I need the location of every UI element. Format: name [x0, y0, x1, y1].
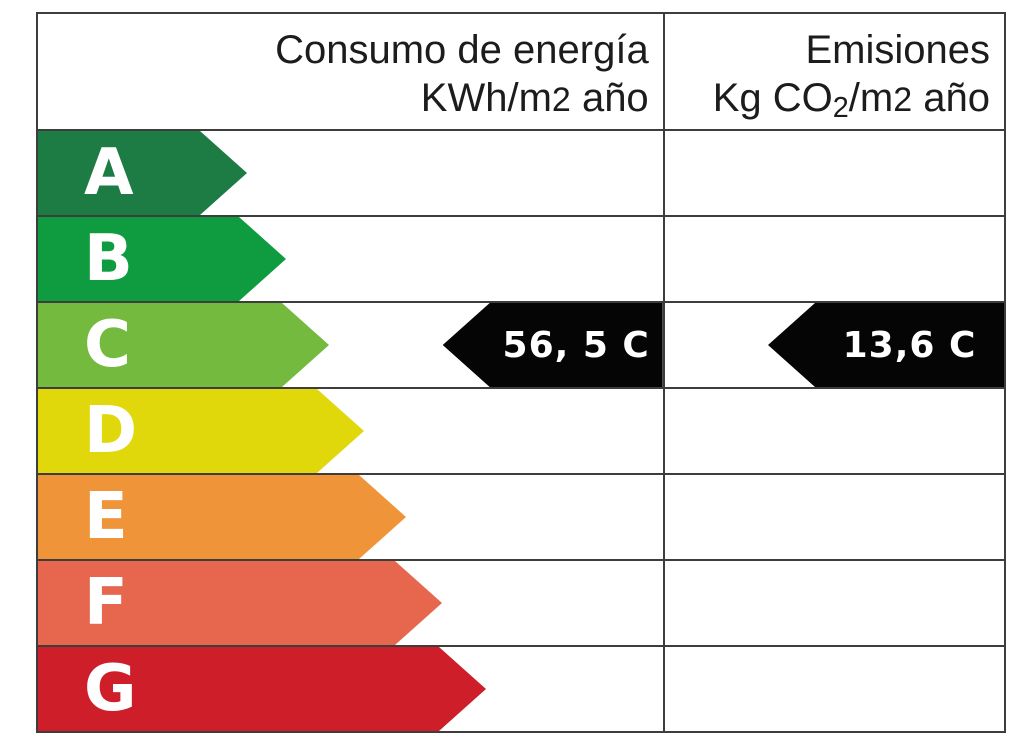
- rating-arrow: D: [38, 389, 364, 473]
- rating-arrow: F: [38, 561, 442, 645]
- rating-row: C 56, 5 C 13,6 C: [38, 301, 1004, 387]
- rating-cell-consumption: C 56, 5 C: [38, 303, 665, 387]
- consumption-value: 56, 5 C: [502, 324, 650, 366]
- rating-cell-emissions: [665, 647, 1004, 731]
- rating-letter: G: [84, 652, 137, 726]
- rating-cell-consumption: B: [38, 217, 665, 301]
- emissions-co2-subscript: 2: [832, 91, 849, 124]
- rating-cell-consumption: E: [38, 475, 665, 559]
- rating-cell-emissions: 13,6 C: [665, 303, 1004, 387]
- emissions-unit-exponent: 2: [893, 81, 913, 119]
- rating-letter: E: [84, 480, 128, 554]
- rating-letter: A: [84, 136, 134, 210]
- rating-cell-emissions: [665, 131, 1004, 215]
- header-row: Consumo de energía KWh/m2 año Emisiones …: [38, 14, 1004, 129]
- consumption-header-line1: Consumo de energía: [275, 28, 649, 72]
- emissions-header: Emisiones Kg CO2/m2 año: [665, 14, 1004, 129]
- emissions-unit-mid: /m: [848, 76, 894, 120]
- rating-row: B: [38, 215, 1004, 301]
- rating-cell-emissions: [665, 389, 1004, 473]
- rating-row: D: [38, 387, 1004, 473]
- rating-letter: B: [84, 222, 133, 296]
- rating-arrow: B: [38, 217, 286, 301]
- rating-arrow: G: [38, 647, 486, 731]
- rating-arrow: C: [38, 303, 329, 387]
- emissions-header-line1: Emisiones: [805, 28, 990, 72]
- emissions-value: 13,6 C: [842, 324, 977, 366]
- consumption-header: Consumo de energía KWh/m2 año: [38, 14, 665, 129]
- emissions-value-arrow: 13,6 C: [768, 303, 1004, 387]
- rating-cell-emissions: [665, 475, 1004, 559]
- emissions-header-line2: Kg CO2/m2 año: [665, 74, 990, 126]
- energy-label-table: Consumo de energía KWh/m2 año Emisiones …: [36, 12, 1006, 733]
- rating-cell-consumption: D: [38, 389, 665, 473]
- rating-rows: A B C: [38, 129, 1004, 731]
- rating-row: G: [38, 645, 1004, 731]
- rating-row: F: [38, 559, 1004, 645]
- emissions-unit-prefix: Kg CO: [712, 76, 833, 120]
- consumption-unit-prefix: KWh/m: [420, 76, 552, 120]
- consumption-unit-exponent: 2: [551, 81, 571, 119]
- rating-row: E: [38, 473, 1004, 559]
- rating-arrow: A: [38, 131, 247, 215]
- rating-cell-consumption: G: [38, 647, 665, 731]
- rating-cell-emissions: [665, 561, 1004, 645]
- rating-letter: C: [84, 308, 131, 382]
- rating-cell-emissions: [665, 217, 1004, 301]
- consumption-header-line2: KWh/m2 año: [38, 74, 649, 124]
- rating-row: A: [38, 129, 1004, 215]
- rating-arrow: E: [38, 475, 406, 559]
- emissions-unit-suffix: año: [912, 76, 990, 120]
- rating-letter: D: [84, 394, 138, 468]
- consumption-value-arrow: 56, 5 C: [442, 303, 663, 387]
- rating-cell-consumption: F: [38, 561, 665, 645]
- consumption-unit-suffix: año: [570, 76, 649, 120]
- rating-letter: F: [84, 566, 128, 640]
- rating-cell-consumption: A: [38, 131, 665, 215]
